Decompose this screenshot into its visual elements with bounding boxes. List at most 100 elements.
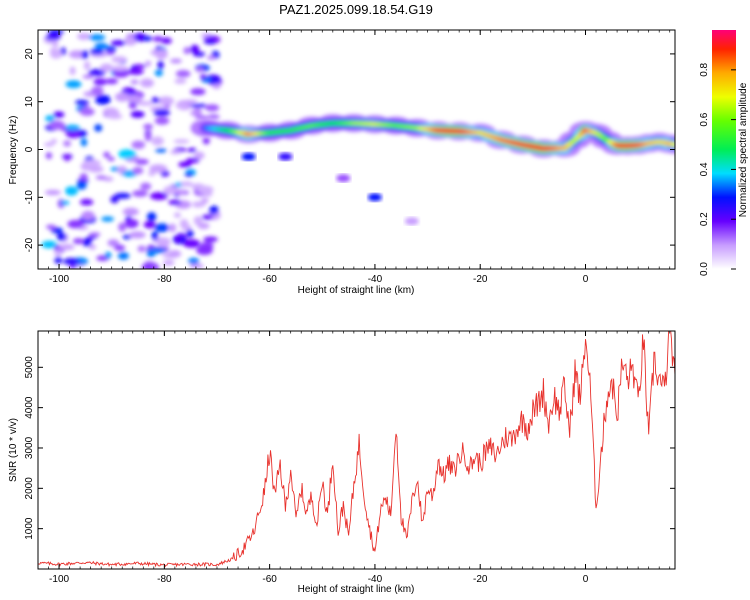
colorbar-tick-label: 0.6 (699, 112, 710, 126)
noise-blob (110, 195, 119, 204)
noise-blob (118, 222, 127, 232)
noise-blob (185, 157, 200, 164)
noise-blob (76, 181, 87, 190)
noise-blob (155, 49, 168, 60)
noise-blob (63, 140, 72, 147)
noise-blob (45, 152, 53, 160)
snr-x-tick-label: -100 (49, 574, 69, 585)
noise-blob (153, 109, 170, 117)
noise-blob (56, 232, 67, 241)
noise-blob (122, 207, 139, 216)
spectrogram-y-tick-label: -20 (24, 237, 35, 252)
snr-y-tick-label: 5000 (24, 356, 35, 379)
snr-x-tick-label: -60 (262, 574, 277, 585)
noise-blob (80, 198, 94, 206)
colorbar-tick-label: 0.0 (699, 262, 710, 276)
noise-blob (141, 35, 153, 42)
noise-region (41, 30, 223, 269)
noise-blob (94, 124, 103, 132)
noise-blob (207, 114, 220, 120)
noise-blob (111, 65, 129, 71)
noise-blob (95, 175, 107, 180)
colorbar: 0.0 0.2 0.4 0.6 0.8 Normalized spectral ampl… (699, 30, 749, 276)
noise-blob (88, 34, 106, 41)
noise-blob (208, 78, 220, 84)
noise-blob (195, 67, 204, 73)
noise-blob (189, 263, 204, 269)
noise-blob (91, 86, 104, 96)
noise-blob (146, 248, 156, 258)
noise-blob (65, 186, 78, 196)
noise-blob (149, 164, 168, 173)
noise-blob (49, 120, 65, 130)
spectrogram-x-axis-label: Height of straight line (km) (298, 285, 415, 296)
noise-blob (182, 239, 201, 248)
noise-blob (143, 221, 156, 229)
noise-blob (183, 47, 191, 55)
ridge-core (568, 139, 577, 145)
noise-blob (195, 115, 210, 120)
noise-blob (162, 260, 175, 266)
noise-blob (187, 147, 197, 153)
ridge-core (669, 142, 675, 147)
noise-blob (168, 223, 177, 233)
spectrogram-x-tick-label: 0 (583, 274, 589, 285)
noise-blob (79, 173, 88, 181)
noise-blob (67, 219, 85, 229)
noise-blob (48, 30, 64, 35)
noise-blob (180, 181, 193, 187)
colorbar-tick-label: 0.2 (699, 212, 710, 226)
noise-blob (88, 68, 106, 77)
noise-blob (197, 185, 214, 194)
noise-blob (144, 131, 152, 142)
noise-blob (93, 78, 108, 86)
noise-blob (58, 244, 75, 251)
noise-blob (184, 172, 193, 177)
noise-blob (79, 107, 95, 116)
colorbar-gradient (712, 30, 736, 269)
colorbar-tick-label: 0.8 (699, 62, 710, 76)
noise-blob (193, 216, 203, 226)
spectrogram-y-tick-label: 20 (24, 48, 35, 60)
snr-panel: -100 -80 -60 -40 -20 0 1000 2000 3000 4000 5000 He… (8, 330, 676, 595)
snr-line (38, 331, 675, 568)
noise-blob (207, 55, 216, 60)
noise-blob (168, 250, 182, 258)
spectrogram-x-tick-label: -20 (473, 274, 488, 285)
snr-x-tick-label: -40 (368, 574, 383, 585)
noise-blob (209, 205, 219, 215)
noise-blob (82, 237, 92, 247)
noise-blob (63, 153, 71, 162)
noise-blob (114, 192, 132, 199)
noise-blob (77, 32, 91, 41)
noise-blob (114, 244, 126, 251)
spectrogram-x-tick-label: -100 (49, 274, 69, 285)
noise-blob (81, 50, 89, 60)
noise-blob (134, 158, 149, 165)
noise-blob (200, 74, 207, 80)
snr-x-axis-label: Height of straight line (km) (298, 584, 415, 595)
noise-blob (107, 113, 123, 120)
spectrogram-y-axis-label: Frequency (Hz) (8, 116, 19, 185)
noise-blob (105, 46, 117, 53)
noise-blob (110, 40, 126, 46)
snr-y-axis-label: SNR (10 * v/v) (8, 418, 19, 482)
noise-blob (161, 37, 172, 45)
noise-blob (148, 171, 156, 177)
noise-blob (203, 39, 217, 45)
noise-blob (151, 231, 159, 241)
noise-blob (45, 115, 55, 122)
snr-x-tick-label: 0 (583, 574, 589, 585)
colorbar-label: Normalized spectral amplitude (738, 82, 749, 217)
noise-blob (105, 78, 118, 85)
noise-blob (202, 137, 210, 145)
noise-blob (118, 149, 136, 159)
noise-blob (151, 136, 164, 146)
noise-blob (175, 103, 188, 109)
noise-blob (145, 60, 152, 67)
noise-blob (69, 66, 76, 76)
noise-blob (54, 256, 63, 264)
noise-blob (203, 236, 218, 243)
noise-blob (125, 216, 132, 221)
